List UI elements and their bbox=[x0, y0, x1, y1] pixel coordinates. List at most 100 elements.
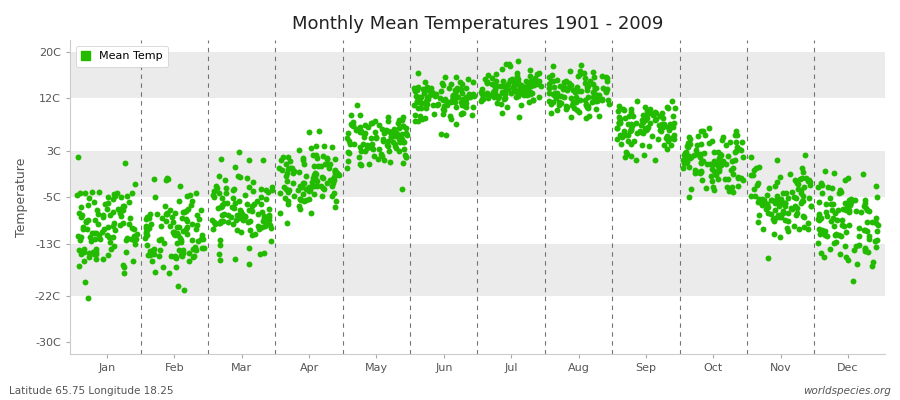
Point bbox=[734, 175, 748, 182]
Point bbox=[780, 195, 795, 202]
Point bbox=[778, 217, 793, 224]
Point bbox=[755, 196, 770, 203]
Point bbox=[620, 131, 634, 138]
Point bbox=[755, 201, 770, 208]
Point bbox=[105, 223, 120, 230]
Point bbox=[124, 225, 139, 231]
Point bbox=[322, 177, 337, 183]
Point bbox=[369, 135, 383, 141]
Point bbox=[481, 95, 495, 102]
Point bbox=[696, 128, 710, 134]
Point bbox=[491, 95, 505, 101]
Point bbox=[466, 104, 481, 110]
Point bbox=[93, 236, 107, 242]
Point bbox=[680, 142, 695, 149]
Point bbox=[74, 234, 88, 241]
Point bbox=[454, 110, 469, 116]
Point bbox=[485, 81, 500, 87]
Point bbox=[389, 130, 403, 136]
Point bbox=[399, 154, 413, 160]
Point bbox=[89, 230, 104, 236]
Point bbox=[757, 196, 771, 203]
Point bbox=[410, 84, 425, 90]
Point bbox=[752, 196, 767, 202]
Point bbox=[745, 172, 760, 179]
Point bbox=[307, 190, 321, 197]
Point bbox=[566, 86, 580, 93]
Point bbox=[579, 115, 593, 121]
Point bbox=[729, 128, 743, 134]
Point bbox=[850, 260, 864, 267]
Point bbox=[761, 184, 776, 191]
Point bbox=[825, 215, 840, 221]
Point bbox=[142, 215, 157, 222]
Point bbox=[530, 81, 544, 88]
Point bbox=[411, 95, 426, 102]
Point bbox=[503, 78, 517, 84]
Point bbox=[736, 154, 751, 160]
Point bbox=[499, 86, 513, 93]
Point bbox=[488, 83, 502, 89]
Point bbox=[760, 204, 775, 211]
Point bbox=[549, 95, 563, 101]
Point bbox=[760, 201, 774, 208]
Point bbox=[409, 86, 423, 92]
Point bbox=[838, 206, 852, 213]
Point bbox=[660, 104, 674, 110]
Point bbox=[357, 130, 372, 137]
Point bbox=[207, 219, 221, 226]
Point bbox=[410, 86, 424, 93]
Point bbox=[509, 80, 524, 87]
Point bbox=[364, 120, 379, 126]
Point bbox=[281, 166, 295, 172]
Point bbox=[812, 226, 826, 232]
Point bbox=[548, 89, 562, 96]
Point bbox=[258, 196, 273, 202]
Point bbox=[320, 161, 334, 168]
Point bbox=[385, 138, 400, 145]
Point bbox=[229, 200, 243, 206]
Point bbox=[79, 219, 94, 226]
Point bbox=[143, 248, 157, 254]
Point bbox=[430, 101, 445, 107]
Point bbox=[166, 218, 180, 225]
Point bbox=[840, 204, 854, 210]
Point bbox=[454, 81, 469, 87]
Point bbox=[731, 174, 745, 180]
Point bbox=[127, 226, 141, 232]
Point bbox=[804, 203, 818, 210]
Point bbox=[212, 242, 227, 248]
Point bbox=[787, 223, 801, 229]
Point bbox=[283, 165, 297, 171]
Point bbox=[730, 132, 744, 138]
Point bbox=[376, 137, 391, 144]
Point bbox=[586, 94, 600, 100]
Point bbox=[576, 70, 590, 77]
Point bbox=[480, 79, 494, 86]
Point bbox=[842, 196, 857, 203]
Point bbox=[550, 77, 564, 84]
Point bbox=[220, 185, 234, 191]
Point bbox=[368, 129, 382, 135]
Point bbox=[595, 73, 609, 79]
Point bbox=[238, 192, 252, 198]
Point bbox=[224, 214, 238, 220]
Point bbox=[588, 94, 602, 101]
Point bbox=[634, 117, 649, 123]
Point bbox=[442, 84, 456, 91]
Point bbox=[344, 121, 358, 128]
Point bbox=[302, 184, 316, 190]
Point bbox=[275, 154, 290, 160]
Point bbox=[169, 255, 184, 262]
Point bbox=[801, 178, 815, 184]
Point bbox=[663, 135, 678, 141]
Point bbox=[845, 278, 859, 284]
Point bbox=[119, 248, 133, 255]
Point bbox=[599, 75, 614, 81]
Point bbox=[175, 215, 189, 222]
Point bbox=[814, 226, 829, 233]
Point bbox=[612, 120, 626, 126]
Point bbox=[784, 205, 798, 211]
Point bbox=[531, 94, 545, 101]
Point bbox=[407, 102, 421, 108]
